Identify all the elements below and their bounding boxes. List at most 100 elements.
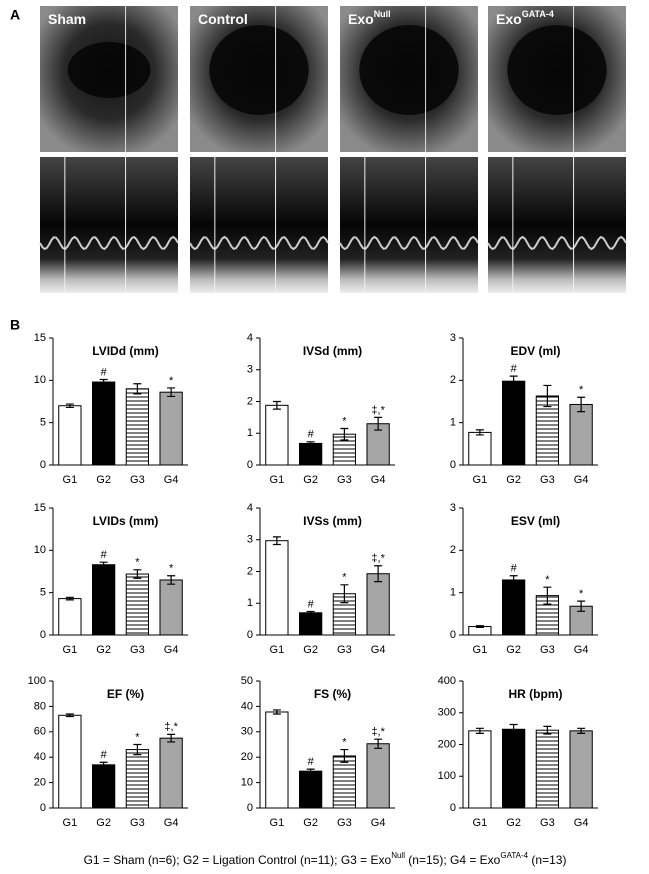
- y-tick-label: 0: [247, 629, 253, 641]
- x-tick-label: G3: [540, 644, 555, 656]
- chart-title: IVSs (mm): [303, 514, 362, 528]
- error-bar: [133, 383, 142, 395]
- y-tick-label: 30: [241, 726, 253, 738]
- y-tick-label: 0: [450, 802, 456, 814]
- bar: [125, 573, 150, 636]
- bar: [91, 764, 116, 809]
- error-bar: [133, 743, 142, 756]
- ventricle-shape: [359, 25, 459, 115]
- y-tick-label: 100: [438, 770, 456, 782]
- mmode-image: [190, 157, 328, 293]
- x-tick-label: G2: [303, 474, 318, 486]
- significance-label: #: [101, 549, 108, 561]
- y-tick-label: 1: [450, 587, 456, 599]
- bar: [91, 381, 116, 466]
- significance-label: *: [342, 415, 347, 427]
- error-bar: [543, 586, 552, 605]
- image-label-sup: Null: [374, 9, 391, 19]
- bar: [265, 711, 289, 809]
- error-bar: [65, 403, 74, 409]
- bar: [535, 729, 560, 809]
- bar: [569, 403, 593, 466]
- x-tick-label: G3: [130, 474, 145, 486]
- image-label-text: Exo: [348, 11, 374, 27]
- y-tick-label: 40: [241, 700, 253, 712]
- bar: [569, 730, 593, 809]
- x-tick-label: G4: [574, 644, 589, 656]
- mmode-image: [340, 157, 478, 293]
- bar: [298, 770, 323, 809]
- significance-label: *: [579, 384, 584, 396]
- significance-label: *: [342, 736, 347, 748]
- y-tick-label: 0: [450, 459, 456, 471]
- x-tick-label: G1: [63, 817, 78, 829]
- bar: [366, 743, 390, 809]
- error-bar: [509, 375, 518, 387]
- bar: [501, 579, 526, 636]
- x-tick-label: G4: [164, 644, 179, 656]
- caption-text: G1 = Sham (n=6); G2 = Ligation Control (…: [84, 853, 392, 867]
- bar: [58, 405, 82, 466]
- bar: [501, 380, 526, 466]
- significance-label: #: [308, 429, 315, 441]
- error-bar: [340, 748, 349, 763]
- error-bar: [306, 610, 315, 615]
- bar: [332, 755, 357, 809]
- chart-title: IVSd (mm): [303, 344, 362, 358]
- y-tick-label: 3: [450, 502, 456, 514]
- significance-label: *: [169, 375, 174, 387]
- y-tick-label: 400: [438, 675, 456, 687]
- wall-motion: [39, 235, 179, 251]
- significance-label: *: [342, 572, 347, 584]
- x-tick-label: G2: [96, 474, 111, 486]
- error-bar: [272, 400, 281, 410]
- y-tick-label: 10: [34, 544, 46, 556]
- image-label-text: Sham: [48, 11, 86, 27]
- y-tick-label: 50: [241, 675, 253, 687]
- significance-label: #: [511, 363, 518, 375]
- y-tick-label: 1: [450, 417, 456, 429]
- y-tick-label: 200: [438, 738, 456, 750]
- significance-label: ‡,*: [371, 726, 385, 738]
- x-tick-label: G1: [270, 817, 285, 829]
- x-tick-label: G2: [96, 644, 111, 656]
- error-bar: [133, 569, 142, 579]
- y-tick-label: 100: [28, 675, 46, 687]
- y-tick-label: 3: [247, 364, 253, 376]
- y-tick-label: 3: [450, 332, 456, 344]
- error-bar: [577, 396, 586, 413]
- chart-title: LVIDs (mm): [93, 514, 159, 528]
- x-tick-label: G1: [63, 644, 78, 656]
- bar: [298, 612, 323, 636]
- x-tick-label: G3: [540, 474, 555, 486]
- bar: [468, 431, 492, 466]
- error-bar: [167, 387, 176, 398]
- y-tick-label: 4: [247, 502, 253, 514]
- y-tick-label: 300: [438, 707, 456, 719]
- x-tick-label: G3: [337, 474, 352, 486]
- bar: [58, 714, 82, 809]
- y-tick-label: 40: [34, 751, 46, 763]
- significance-label: #: [511, 563, 518, 575]
- significance-label: ‡,*: [371, 553, 385, 565]
- significance-label: #: [101, 366, 108, 378]
- x-tick-label: G1: [473, 474, 488, 486]
- caption: G1 = Sham (n=6); G2 = Ligation Control (…: [84, 851, 567, 867]
- x-tick-label: G4: [164, 474, 179, 486]
- significance-label: *: [135, 557, 140, 569]
- chart-title: EF (%): [107, 687, 144, 701]
- x-tick-label: G1: [473, 644, 488, 656]
- error-bar: [99, 561, 108, 568]
- bar: [159, 737, 183, 809]
- y-tick-label: 1: [247, 427, 253, 439]
- y-tick-label: 20: [241, 751, 253, 763]
- bar: [298, 442, 323, 466]
- significance-label: *: [545, 574, 550, 586]
- y-tick-label: 5: [40, 417, 46, 429]
- error-bar: [306, 768, 315, 774]
- error-bar: [509, 723, 518, 735]
- bar: [159, 579, 183, 636]
- x-tick-label: G3: [540, 817, 555, 829]
- image-label-sup: GATA-4: [522, 9, 554, 19]
